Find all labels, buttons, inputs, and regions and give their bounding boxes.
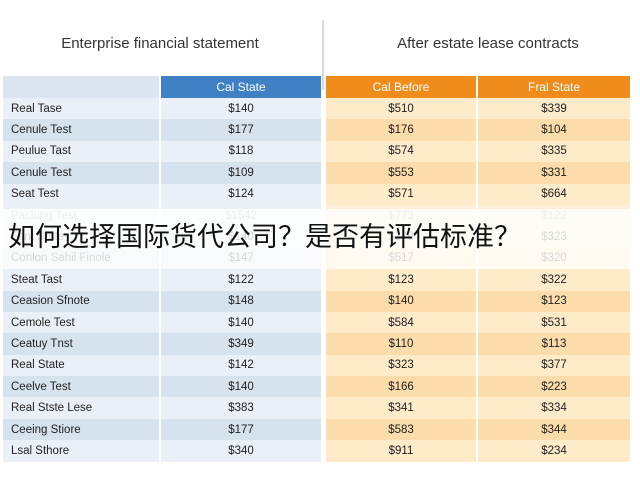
table-row: Real Stste Lese $383: [3, 397, 321, 419]
row-label: Ceasion Sfnote: [3, 290, 161, 312]
table-row: $110 $113: [326, 333, 630, 355]
header-cell-final-state: Fral State: [478, 76, 630, 98]
table-row: Ceeing Stiore $177: [3, 418, 321, 441]
row-value-final: $104: [478, 119, 630, 141]
table-row: $584 $531: [326, 311, 630, 334]
table-row: $911 $234: [326, 440, 630, 462]
row-value-final: $331: [478, 162, 630, 184]
header-cell-cal-before: Cal Before: [326, 76, 478, 98]
row-value: $349: [161, 333, 321, 355]
row-value-before: $140: [326, 290, 478, 312]
table-row: Real State $142: [3, 354, 321, 377]
row-value-final: $223: [478, 376, 630, 398]
row-value-before: $176: [326, 119, 478, 141]
row-value-before: $110: [326, 333, 478, 355]
table-row: $510 $339: [326, 98, 630, 120]
left-table-title: Enterprise financial statement: [61, 35, 259, 52]
row-value-before: $584: [326, 311, 478, 334]
table-row: $553 $331: [326, 162, 630, 184]
table-row: Ceasion Sfnote $148: [3, 290, 321, 312]
table-row: Steat Tast $122: [3, 269, 321, 291]
row-value-before: $583: [326, 418, 478, 441]
row-label: Ceelve Test: [3, 376, 161, 398]
title-divider: [322, 20, 324, 90]
row-value-final: $339: [478, 98, 630, 120]
row-label: Seat Test: [3, 183, 161, 205]
table-row: $341 $334: [326, 397, 630, 419]
table-row: Ceatuy Tnst $349: [3, 333, 321, 355]
header-cell-label: [3, 76, 161, 98]
row-value-final: $334: [478, 397, 630, 419]
table-row: $571 $664: [326, 183, 630, 205]
row-value-final: $123: [478, 290, 630, 312]
right-table-title: After estate lease contracts: [397, 35, 579, 52]
row-value-final: $113: [478, 333, 630, 355]
row-value: $142: [161, 354, 321, 377]
header-cell-cal-state: Cal State: [161, 76, 321, 98]
row-value: $383: [161, 397, 321, 419]
row-label: Cenule Test: [3, 119, 161, 141]
table-row: $583 $344: [326, 418, 630, 441]
row-value: $177: [161, 119, 321, 141]
table-row: $166 $223: [326, 376, 630, 398]
row-value-final: $322: [478, 269, 630, 291]
row-value-final: $335: [478, 140, 630, 163]
row-value-before: $510: [326, 98, 478, 120]
table-row: Cenule Test $109: [3, 162, 321, 184]
row-value: $118: [161, 140, 321, 163]
row-value-final: $664: [478, 183, 630, 205]
row-value-before: $571: [326, 183, 478, 205]
row-label: Cenule Test: [3, 162, 161, 184]
table-row: Seat Test $124: [3, 183, 321, 205]
row-value: $124: [161, 183, 321, 205]
table-row: $140 $123: [326, 290, 630, 312]
row-value: $177: [161, 418, 321, 441]
row-value: $340: [161, 440, 321, 462]
row-value: $140: [161, 311, 321, 334]
row-value-final: $531: [478, 311, 630, 334]
table-row: Cemole Test $140: [3, 311, 321, 334]
row-label: Cemole Test: [3, 311, 161, 334]
caption-overlay-band: [0, 209, 640, 269]
row-value-final: $234: [478, 440, 630, 462]
row-value: $140: [161, 376, 321, 398]
table-row: $574 $335: [326, 140, 630, 163]
row-value-before: $323: [326, 354, 478, 377]
row-label: Lsal Sthore: [3, 440, 161, 462]
row-value: $109: [161, 162, 321, 184]
row-value: $148: [161, 290, 321, 312]
row-label: Peulue Tast: [3, 140, 161, 163]
row-value: $140: [161, 98, 321, 120]
row-value-before: $123: [326, 269, 478, 291]
row-value-before: $166: [326, 376, 478, 398]
table-row: Lsal Sthore $340: [3, 440, 321, 462]
row-value-final: $344: [478, 418, 630, 441]
row-value-before: $553: [326, 162, 478, 184]
table-row: $123 $322: [326, 269, 630, 291]
row-label: Real State: [3, 354, 161, 377]
table-header-row: Cal Before Fral State: [326, 76, 630, 98]
row-value-before: $574: [326, 140, 478, 163]
row-label: Real Tase: [3, 98, 161, 120]
row-value-final: $377: [478, 354, 630, 377]
caption-overlay-text: 如何选择国际货代公司？是否有评估标准？: [8, 222, 521, 253]
financial-statement-table: Cal State Real Tase $140 Cenule Test $177 Peu…: [3, 76, 321, 462]
row-value-before: $911: [326, 440, 478, 462]
table-row: Ceelve Test $140: [3, 376, 321, 398]
row-label: Real Stste Lese: [3, 397, 161, 419]
row-label: Steat Tast: [3, 269, 161, 291]
table-row: $176 $104: [326, 119, 630, 141]
table-row: Cenule Test $177: [3, 119, 321, 141]
table-row: $323 $377: [326, 354, 630, 377]
row-label: Ceatuy Tnst: [3, 333, 161, 355]
row-value: $122: [161, 269, 321, 291]
table-row: Real Tase $140: [3, 98, 321, 120]
table-row: Peulue Tast $118: [3, 140, 321, 163]
row-value-before: $341: [326, 397, 478, 419]
row-label: Ceeing Stiore: [3, 418, 161, 441]
table-header-row: Cal State: [3, 76, 321, 98]
